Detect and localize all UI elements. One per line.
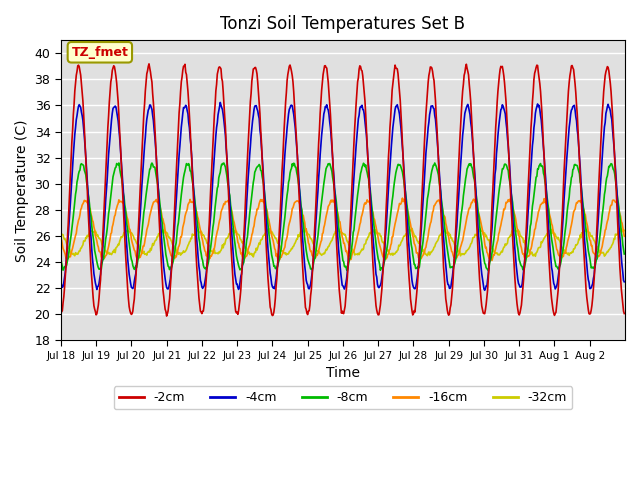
Title: Tonzi Soil Temperatures Set B: Tonzi Soil Temperatures Set B bbox=[220, 15, 465, 33]
Y-axis label: Soil Temperature (C): Soil Temperature (C) bbox=[15, 119, 29, 262]
Legend: -2cm, -4cm, -8cm, -16cm, -32cm: -2cm, -4cm, -8cm, -16cm, -32cm bbox=[114, 386, 572, 409]
X-axis label: Time: Time bbox=[326, 366, 360, 381]
Text: TZ_fmet: TZ_fmet bbox=[72, 46, 128, 59]
